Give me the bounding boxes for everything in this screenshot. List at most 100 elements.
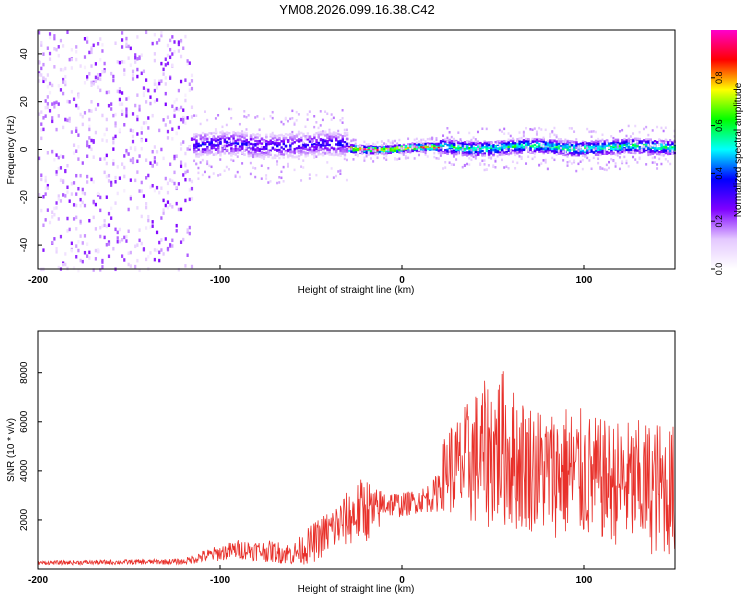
heat-cell	[228, 137, 231, 141]
heat-cell	[555, 134, 558, 137]
heat-cell	[75, 129, 78, 133]
heat-cell	[225, 149, 229, 152]
heat-cell	[446, 150, 449, 153]
heat-cell	[249, 151, 253, 155]
heat-cell	[559, 140, 562, 144]
heat-cell	[549, 148, 552, 151]
heat-cell	[48, 220, 52, 225]
heat-cell	[518, 155, 521, 158]
heat-cell	[177, 182, 180, 186]
heat-cell	[271, 137, 275, 140]
heat-cell	[553, 139, 556, 143]
heat-cell	[649, 150, 652, 154]
heat-cell	[345, 147, 349, 151]
heat-cell	[140, 53, 143, 57]
heat-cell	[169, 162, 172, 167]
heat-cell	[107, 254, 111, 259]
heat-cell	[92, 268, 95, 272]
heat-cell	[614, 153, 617, 156]
heat-cell	[164, 102, 167, 107]
heat-cell	[101, 113, 104, 118]
heat-cell	[409, 143, 412, 146]
heat-cell	[479, 142, 482, 145]
heat-cell	[328, 148, 331, 152]
heat-cell	[564, 150, 567, 153]
heat-cell	[437, 143, 441, 146]
heat-cell	[179, 142, 183, 146]
heat-cell	[398, 138, 401, 142]
x-tick-label: -200	[28, 575, 48, 586]
heat-cell	[53, 206, 56, 211]
heat-cell	[363, 145, 366, 148]
heat-cell	[494, 147, 497, 150]
heat-cell	[538, 137, 541, 141]
heat-cell	[219, 158, 222, 161]
heat-cell	[147, 254, 150, 259]
heat-cell	[335, 139, 338, 142]
heat-cell	[107, 103, 111, 108]
heat-cell	[568, 139, 572, 143]
heat-cell	[258, 141, 261, 145]
heat-cell	[350, 146, 353, 149]
heat-cell	[177, 207, 180, 212]
heat-cell	[498, 153, 502, 156]
heat-cell	[278, 134, 281, 137]
heat-cell	[70, 89, 73, 94]
heat-cell	[101, 265, 104, 269]
heat-cell	[81, 190, 84, 195]
heat-cell	[282, 142, 286, 146]
heat-cell	[570, 147, 573, 150]
heat-cell	[208, 136, 211, 139]
heat-cell	[319, 146, 323, 150]
heat-cell	[313, 133, 316, 137]
heat-cell	[549, 141, 552, 144]
heat-cell	[221, 148, 224, 151]
heat-cell	[195, 133, 198, 136]
heat-cell	[608, 160, 611, 164]
heat-cell	[201, 158, 204, 162]
heat-cell	[291, 138, 294, 142]
heat-cell	[507, 149, 510, 153]
heat-cell	[367, 148, 371, 152]
heat-cell	[88, 250, 91, 255]
heat-cell	[376, 149, 379, 152]
x-tick-label: -200	[28, 275, 48, 286]
heat-cell	[59, 154, 63, 159]
heat-cell	[651, 156, 654, 160]
heat-cell	[352, 158, 355, 161]
heat-cell	[551, 149, 554, 153]
heat-cell	[592, 148, 595, 152]
heat-cell	[570, 152, 574, 155]
heat-cell	[219, 173, 222, 176]
heat-cell	[166, 61, 170, 66]
heat-cell	[426, 137, 429, 141]
heat-cell	[282, 156, 286, 159]
heat-cell	[433, 140, 436, 144]
heat-cell	[92, 43, 95, 48]
colorbar-tick-label: 0.0	[714, 263, 724, 276]
heat-cell	[214, 130, 218, 133]
heat-cell	[129, 264, 132, 268]
heat-cell	[153, 248, 156, 252]
heat-cell	[190, 196, 194, 201]
y-tick-label: 40	[19, 48, 30, 60]
heat-cell	[173, 100, 176, 104]
heat-cell	[533, 155, 536, 159]
heat-cell	[459, 140, 462, 143]
heat-cell	[53, 47, 56, 51]
heat-cell	[256, 142, 259, 146]
heat-cell	[62, 91, 65, 96]
heat-cell	[223, 140, 227, 144]
heat-cell	[94, 62, 97, 66]
heat-cell	[501, 146, 504, 149]
heat-cell	[612, 148, 615, 151]
heat-cell	[354, 145, 358, 148]
heat-cell	[75, 227, 78, 231]
heat-cell	[568, 145, 572, 149]
heat-cell	[273, 156, 277, 159]
heat-cell	[313, 125, 316, 129]
heat-cell	[559, 150, 563, 153]
heat-cell	[269, 133, 272, 136]
heat-cell	[70, 248, 73, 253]
heat-cell	[415, 137, 418, 141]
